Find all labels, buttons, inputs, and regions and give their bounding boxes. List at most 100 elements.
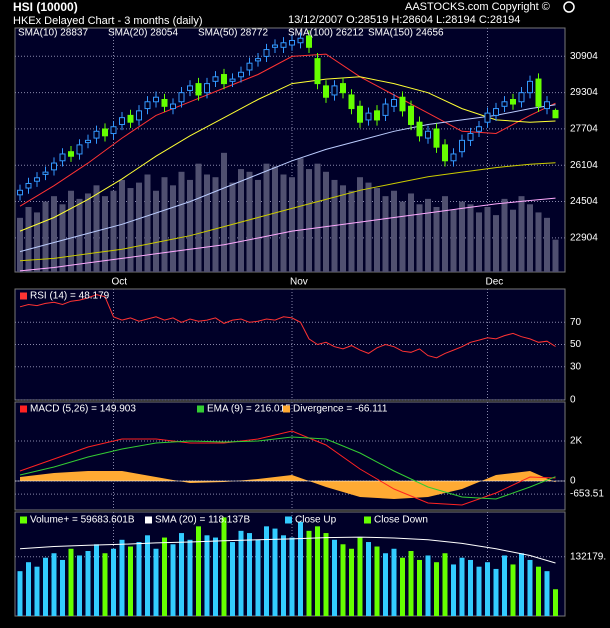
candle-body bbox=[195, 83, 202, 96]
rsi-line bbox=[19, 294, 556, 359]
legend-label: MACD (5,26) = 149.903 bbox=[30, 404, 136, 415]
volume-bar bbox=[332, 539, 337, 616]
volume-bar bbox=[366, 542, 371, 616]
volume-shadow-bar bbox=[314, 163, 321, 272]
volume-bar bbox=[289, 537, 295, 616]
volume-shadow-bar bbox=[408, 193, 414, 272]
sma-line bbox=[19, 162, 556, 262]
volume-shadow-bar bbox=[51, 196, 57, 272]
source: AASTOCKS.com Copyright © bbox=[405, 1, 550, 13]
candle-body bbox=[238, 71, 244, 78]
volume-shadow-bar bbox=[518, 196, 525, 272]
legend-swatch bbox=[20, 516, 27, 524]
legend-label: SMA(20) 28054 bbox=[108, 28, 178, 39]
volume-shadow-bar bbox=[365, 182, 372, 272]
candle-body bbox=[382, 103, 389, 116]
volume-shadow-bar bbox=[246, 171, 253, 272]
volume-bar bbox=[374, 546, 380, 616]
volume-shadow-bar bbox=[357, 177, 363, 272]
legend-label: SMA (20) = 118.137B bbox=[155, 515, 250, 526]
sma-line bbox=[19, 197, 556, 272]
y-tick-label: 70 bbox=[570, 317, 582, 328]
volume-bar bbox=[349, 548, 354, 616]
volume-shadow-bar bbox=[323, 171, 329, 272]
y-tick-label: 2K bbox=[570, 436, 583, 447]
volume-shadow-bar bbox=[17, 217, 23, 272]
volume-shadow-bar bbox=[544, 217, 550, 272]
volume-shadow-bar bbox=[348, 190, 355, 272]
candle-body bbox=[518, 92, 525, 103]
volume-shadow-bar bbox=[552, 239, 559, 272]
candle-body bbox=[204, 83, 210, 94]
volume-bar bbox=[153, 548, 159, 616]
volume-bar bbox=[485, 562, 490, 616]
volume-bar bbox=[213, 537, 218, 616]
panel bbox=[14, 401, 566, 511]
volume-bar bbox=[102, 553, 108, 616]
legend-swatch bbox=[197, 405, 204, 413]
y-tick-label: 0 bbox=[570, 395, 576, 406]
candle-body bbox=[459, 139, 465, 153]
legend-label: Volume+ = 59683.601B bbox=[30, 515, 135, 526]
candle-body bbox=[153, 96, 159, 103]
volume-bar bbox=[238, 530, 244, 616]
candle-body bbox=[365, 112, 372, 121]
volume-bar bbox=[51, 553, 57, 616]
candle-body bbox=[467, 133, 474, 141]
volume-shadow-bar bbox=[510, 209, 516, 272]
volume-shadow-bar bbox=[391, 190, 397, 272]
panel bbox=[14, 288, 566, 401]
volume-shadow-bar bbox=[340, 185, 346, 272]
legend-label: SMA(10) 28837 bbox=[18, 28, 88, 39]
volume-shadow-bar bbox=[484, 207, 491, 272]
candle-body bbox=[510, 98, 516, 105]
candle-body bbox=[187, 85, 193, 91]
x-tick-label: Nov bbox=[290, 277, 308, 288]
y-tick-label: 50 bbox=[570, 339, 582, 350]
chart-title: HSI (10000) bbox=[13, 0, 78, 14]
y-tick-label: 27704 bbox=[570, 124, 598, 135]
candle-body bbox=[391, 98, 397, 107]
volume-shadow-bar bbox=[68, 190, 74, 272]
volume-shadow-bar bbox=[425, 198, 431, 272]
candle-body bbox=[527, 80, 533, 94]
volume-shadow-bar bbox=[238, 169, 244, 272]
candle-body bbox=[102, 128, 108, 137]
candle-body bbox=[255, 58, 261, 62]
volume-shadow-bar bbox=[416, 204, 423, 272]
candle-body bbox=[59, 153, 66, 162]
candle-body bbox=[136, 110, 142, 121]
volume-bar bbox=[391, 548, 397, 616]
y-tick-label: 30 bbox=[570, 361, 582, 372]
volume-bar bbox=[145, 535, 150, 616]
y-tick-label: -653.51 bbox=[570, 489, 604, 500]
volume-bar bbox=[119, 539, 125, 616]
volume-shadow-bar bbox=[450, 209, 457, 272]
candle-body bbox=[348, 94, 355, 110]
y-tick-label: 26104 bbox=[570, 160, 598, 171]
volume-bar bbox=[187, 539, 193, 616]
candle-body bbox=[450, 153, 457, 162]
candle-body bbox=[323, 85, 329, 98]
chart-subtitle: HKEx Delayed Chart - 3 months (daily) bbox=[13, 15, 203, 27]
candle-body bbox=[501, 101, 508, 107]
volume-bar bbox=[434, 562, 439, 616]
macd-line bbox=[19, 436, 556, 500]
legend-swatch bbox=[20, 405, 27, 413]
volume-shadow-bar bbox=[34, 212, 40, 272]
volume-bar bbox=[77, 555, 82, 616]
volume-bar bbox=[544, 571, 550, 616]
candle-body bbox=[110, 126, 117, 135]
candle-body bbox=[416, 121, 423, 137]
volume-shadow-bar bbox=[170, 185, 176, 272]
candle-body bbox=[85, 139, 91, 144]
volume-bar bbox=[357, 537, 363, 616]
sma-line bbox=[19, 53, 556, 207]
candle-body bbox=[212, 76, 219, 82]
volume-shadow-bar bbox=[85, 193, 91, 272]
volume-shadow-bar bbox=[212, 177, 219, 272]
volume-bar bbox=[170, 544, 176, 616]
volume-bar bbox=[459, 557, 465, 616]
volume-shadow-bar bbox=[59, 204, 66, 272]
legend-label: SMA(50) 28772 bbox=[198, 28, 268, 39]
